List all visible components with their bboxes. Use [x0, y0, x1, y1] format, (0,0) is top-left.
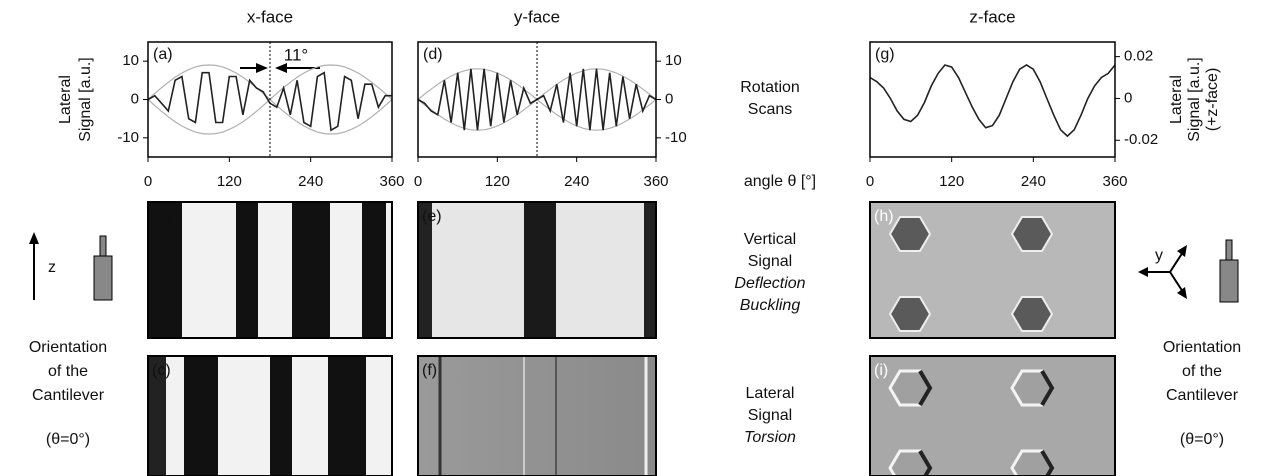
image-f — [417, 355, 657, 476]
row-label: Signal — [748, 407, 792, 424]
panel-label: (a) — [153, 46, 173, 63]
image-h — [869, 201, 1116, 339]
y-tick-label: 10 — [122, 52, 139, 69]
y-tick-label: -0.02 — [1124, 131, 1158, 148]
y-axis-label: Signal [a.u.] — [1186, 57, 1203, 142]
chart-title: x-face — [247, 7, 293, 26]
y-axis-label: Signal [a.u.] — [77, 57, 94, 142]
chart-title: y-face — [514, 7, 560, 26]
y-tick-label: 0 — [665, 90, 673, 107]
y-axis-label: Lateral — [57, 75, 74, 124]
row-label: Torsion — [744, 429, 796, 446]
orientation-label: Cantilever — [32, 387, 105, 404]
y-tick-label: 0 — [131, 90, 139, 107]
panel-label: (i) — [874, 362, 888, 379]
cantilever-right — [1219, 239, 1239, 303]
image-c — [147, 355, 393, 476]
row-label: Scans — [748, 101, 792, 118]
row-label: Signal — [748, 253, 792, 270]
cantilever-left — [93, 235, 113, 301]
y-tick-label: 10 — [665, 52, 682, 69]
tripod — [1138, 245, 1187, 299]
axis-letter: y — [1155, 247, 1163, 264]
row-label: Deflection — [734, 275, 805, 292]
panel-label: (f) — [422, 362, 437, 379]
annotation: 11° — [284, 45, 308, 64]
y-tick-label: 0.02 — [1124, 48, 1153, 65]
row-label: Buckling — [740, 297, 801, 314]
y-tick-label: 0 — [1124, 89, 1132, 106]
row-label: Lateral — [746, 385, 795, 402]
panel-label: (d) — [423, 46, 443, 63]
x-tick-label: 360 — [1102, 173, 1127, 190]
orientation-label: of the — [1182, 363, 1222, 380]
data-line — [147, 71, 392, 132]
x-tick-label: 0 — [144, 173, 152, 190]
orientation-label: of the — [48, 363, 88, 380]
image-b — [147, 201, 393, 339]
data-line — [869, 64, 1116, 138]
orientation-label: (θ=0°) — [46, 431, 90, 448]
x-tick-label: 120 — [217, 173, 242, 190]
panel-label: (c) — [152, 362, 171, 379]
orientation-label: Orientation — [29, 339, 107, 356]
y-axis-label: Lateral — [1168, 75, 1185, 124]
x-tick-label: 0 — [414, 173, 422, 190]
axis-label: angle θ [°] — [744, 173, 816, 190]
plot-frame — [869, 41, 1116, 158]
z-arrow — [29, 232, 39, 300]
orientation-label: Cantilever — [1166, 387, 1239, 404]
image-i — [869, 355, 1116, 476]
x-tick-label: 0 — [866, 173, 874, 190]
panel-label: (b) — [152, 208, 172, 225]
axis-letter: z — [48, 259, 56, 276]
x-tick-label: 240 — [298, 173, 323, 190]
panel-label: (g) — [875, 46, 895, 63]
row-label: Vertical — [744, 231, 796, 248]
y-tick-label: -10 — [665, 129, 687, 146]
x-tick-label: 240 — [1021, 173, 1046, 190]
chart-title: z-face — [969, 7, 1015, 26]
panel-label: (e) — [422, 208, 442, 225]
y-axis-label: (+z-face) — [1204, 68, 1221, 132]
y-tick-label: -10 — [117, 129, 139, 146]
x-tick-label: 360 — [643, 173, 668, 190]
x-tick-label: 240 — [564, 173, 589, 190]
x-tick-label: 120 — [939, 173, 964, 190]
row-label: Rotation — [740, 79, 800, 96]
panel-label: (h) — [874, 208, 894, 225]
orientation-label: Orientation — [1163, 339, 1241, 356]
x-tick-label: 360 — [379, 173, 404, 190]
orientation-label: (θ=0°) — [1180, 431, 1224, 448]
x-tick-label: 120 — [485, 173, 510, 190]
image-e — [417, 201, 657, 339]
